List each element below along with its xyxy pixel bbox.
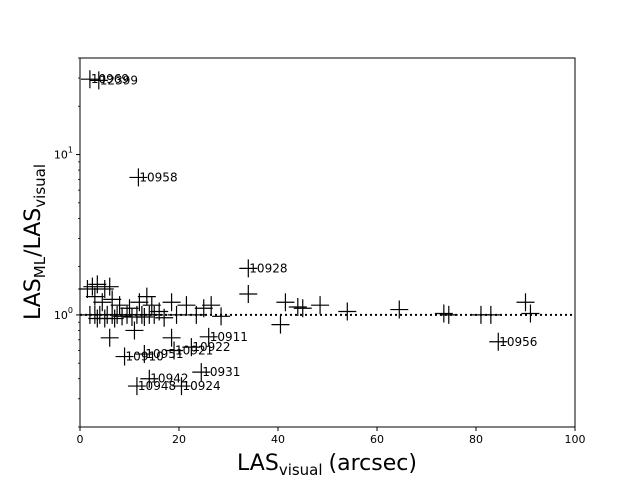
data-point [88,275,107,294]
data-point [293,299,312,318]
point-annotation: 10911 [210,330,248,344]
data-point [172,377,191,396]
y-axis-label: LASML/LASvisual [21,164,49,320]
point-annotation: 10942 [150,372,188,386]
data-point [80,70,99,89]
point-annotation: 10910 [126,350,164,364]
point-annotation: 10969 [91,72,129,86]
point-annotation: 10948 [138,379,176,393]
point-annotation: 10931 [202,365,240,379]
data-point [212,307,231,326]
data-point [100,328,119,347]
data-point [145,305,164,324]
data-point [125,321,144,340]
x-tick-label: 80 [469,433,483,446]
data-point [239,285,258,304]
x-tick-label: 100 [565,433,586,446]
data-point [100,277,119,296]
plot-area-frame [79,57,576,428]
data-point [155,308,174,327]
data-point [271,315,290,334]
data-point [135,345,154,364]
data-point [199,327,218,346]
data-point [390,300,409,319]
data-point [113,307,132,326]
data-point [83,277,102,296]
y-tick-label: 101 [54,146,73,162]
data-point [129,168,148,187]
data-point [140,369,159,388]
data-point [120,299,139,318]
data-point [177,296,196,315]
data-point [95,280,114,299]
point-annotation: 10958 [139,170,177,184]
point-annotation: 10922 [192,340,230,354]
data-point [182,338,201,357]
data-point [194,299,213,318]
data-point [167,305,186,324]
data-point [516,293,535,312]
data-point [135,308,154,327]
x-axis-label: LASvisual (arcsec) [237,451,417,479]
data-point [78,280,97,299]
data-point [489,332,508,351]
x-tick-label: 0 [77,433,84,446]
point-annotation: 10924 [182,379,220,393]
point-annotation: 10956 [499,335,537,349]
data-point [521,304,540,323]
data-point [338,302,357,321]
data-point [434,304,453,323]
x-tick-label: 60 [370,433,384,446]
point-annotation: 12399 [100,73,138,87]
y-tick-label: 100 [54,306,73,322]
point-annotation: 10921 [175,343,213,357]
data-point [481,305,500,324]
data-point [85,287,104,306]
data-point [276,293,295,312]
data-point [202,296,221,315]
point-annotation: 10928 [249,261,287,275]
x-tick-label: 40 [271,433,285,446]
data-point [187,305,206,324]
data-point [127,377,146,396]
data-point [288,298,307,317]
data-point [239,259,258,278]
data-point [165,341,184,360]
data-point [192,363,211,382]
data-point [93,293,112,312]
data-point [439,305,458,324]
data-point [89,71,108,90]
data-point [115,347,134,366]
data-point [311,296,330,315]
data-point [162,328,181,347]
data-point [110,296,129,315]
x-tick-label: 20 [172,433,186,446]
data-point [137,287,156,306]
data-point [105,309,124,328]
point-annotation: 10951 [145,347,183,361]
data-point [162,293,181,312]
